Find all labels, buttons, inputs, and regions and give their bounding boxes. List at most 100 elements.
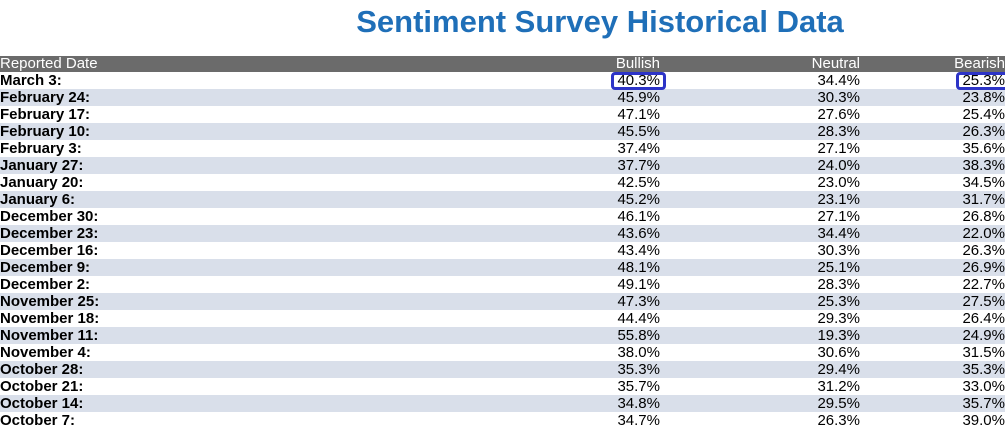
cell-bearish: 35.6% [962, 140, 1005, 157]
table-row: December 9: 48.1% 25.1% 26.9% [0, 259, 1005, 276]
table-row: January 6: 45.2% 23.1% 31.7% [0, 191, 1005, 208]
cell-bearish: 33.0% [962, 378, 1005, 395]
cell-bullish: 37.7% [617, 157, 660, 174]
table-row: February 24: 45.9% 30.3% 23.8% [0, 89, 1005, 106]
cell-bearish: 26.8% [962, 208, 1005, 225]
page-title: Sentiment Survey Historical Data [356, 4, 844, 39]
cell-bullish: 44.4% [617, 310, 660, 327]
cell-bullish: 43.4% [617, 242, 660, 259]
cell-neutral: 27.1% [817, 208, 860, 225]
cell-date: January 20: [0, 174, 84, 191]
cell-date: February 10: [0, 123, 91, 140]
cell-bullish: 47.1% [617, 106, 660, 123]
cell-bullish: 47.3% [617, 293, 660, 310]
cell-neutral: 30.3% [817, 242, 860, 259]
cell-date: December 16: [0, 242, 99, 259]
table-row: March 3: 40.3% 34.4% 25.3% [0, 72, 1005, 90]
table-row: October 14: 34.8% 29.5% 35.7% [0, 395, 1005, 412]
cell-bearish: 35.7% [962, 395, 1005, 412]
table-row: January 27: 37.7% 24.0% 38.3% [0, 157, 1005, 174]
table-row: November 25: 47.3% 25.3% 27.5% [0, 293, 1005, 310]
cell-neutral: 34.4% [817, 225, 860, 242]
table-body: March 3: 40.3% 34.4% 25.3% February 24: 45.9%… [0, 72, 1005, 429]
cell-bullish: 46.1% [617, 208, 660, 225]
cell-date: January 27: [0, 157, 84, 174]
highlighted-value: 40.3% [611, 72, 666, 90]
cell-neutral: 27.6% [817, 106, 860, 123]
cell-date: October 7: [0, 412, 76, 429]
cell-neutral: 19.3% [817, 327, 860, 344]
cell-bearish: 31.5% [962, 344, 1005, 361]
cell-bullish: 34.8% [617, 395, 660, 412]
table-row: October 28: 35.3% 29.4% 35.3% [0, 361, 1005, 378]
cell-neutral: 29.3% [817, 310, 860, 327]
cell-bullish: 48.1% [617, 259, 660, 276]
cell-neutral: 30.3% [817, 89, 860, 106]
table-row: November 11: 55.8% 19.3% 24.9% [0, 327, 1005, 344]
cell-date: November 18: [0, 310, 100, 327]
cell-bearish: 26.3% [962, 242, 1005, 259]
cell-date: December 23: [0, 225, 99, 242]
table-row: December 30: 46.1% 27.1% 26.8% [0, 208, 1005, 225]
cell-neutral: 34.4% [817, 72, 860, 89]
cell-bearish: 26.3% [962, 123, 1005, 140]
header-reported-date: Reported Date [0, 55, 98, 72]
cell-date: October 21: [0, 378, 84, 395]
cell-date: February 3: [0, 140, 82, 157]
table-row: February 3: 37.4% 27.1% 35.6% [0, 140, 1005, 157]
cell-bullish: 45.2% [617, 191, 660, 208]
cell-bullish: 38.0% [617, 344, 660, 361]
cell-bearish: 35.3% [962, 361, 1005, 378]
cell-date: December 2: [0, 276, 91, 293]
table-row: February 17: 47.1% 27.6% 25.4% [0, 106, 1005, 123]
cell-bearish: 22.7% [962, 276, 1005, 293]
sentiment-table: Reported Date Bullish Neutral Bearish Ma… [0, 56, 1005, 429]
cell-date: February 24: [0, 89, 91, 106]
cell-bearish: 39.0% [962, 412, 1005, 429]
cell-neutral: 30.6% [817, 344, 860, 361]
cell-bearish: 25.4% [962, 106, 1005, 123]
cell-date: February 17: [0, 106, 91, 123]
cell-bearish: 25.3% [860, 72, 1005, 90]
cell-neutral: 25.1% [817, 259, 860, 276]
cell-neutral: 27.1% [817, 140, 860, 157]
cell-bearish: 38.3% [962, 157, 1005, 174]
cell-neutral: 31.2% [817, 378, 860, 395]
table-row: November 18: 44.4% 29.3% 26.4% [0, 310, 1005, 327]
cell-neutral: 23.0% [817, 174, 860, 191]
cell-date: November 4: [0, 344, 91, 361]
cell-bearish: 26.9% [962, 259, 1005, 276]
cell-bearish: 26.4% [962, 310, 1005, 327]
table-row: December 23: 43.6% 34.4% 22.0% [0, 225, 1005, 242]
cell-date: December 30: [0, 208, 99, 225]
cell-bullish: 40.3% [340, 72, 666, 90]
cell-date: November 11: [0, 327, 99, 344]
cell-bearish: 22.0% [962, 225, 1005, 242]
cell-date: January 6: [0, 191, 76, 208]
table-header-row: Reported Date Bullish Neutral Bearish [0, 56, 1005, 72]
cell-bullish: 37.4% [617, 140, 660, 157]
cell-bearish: 24.9% [962, 327, 1005, 344]
cell-date: October 28: [0, 361, 84, 378]
cell-neutral: 28.3% [817, 276, 860, 293]
cell-neutral: 29.5% [817, 395, 860, 412]
cell-bullish: 42.5% [617, 174, 660, 191]
cell-neutral: 24.0% [817, 157, 860, 174]
table-row: November 4: 38.0% 30.6% 31.5% [0, 344, 1005, 361]
cell-bearish: 31.7% [962, 191, 1005, 208]
cell-neutral: 23.1% [817, 191, 860, 208]
highlighted-value: 25.3% [956, 72, 1005, 90]
cell-bullish: 45.5% [617, 123, 660, 140]
header-neutral: Neutral [811, 55, 860, 72]
cell-neutral: 26.3% [817, 412, 860, 429]
table-row: December 16: 43.4% 30.3% 26.3% [0, 242, 1005, 259]
cell-bullish: 43.6% [617, 225, 660, 242]
cell-bearish: 34.5% [962, 174, 1005, 191]
cell-neutral: 28.3% [817, 123, 860, 140]
cell-bearish: 27.5% [962, 293, 1005, 310]
cell-bullish: 45.9% [617, 89, 660, 106]
table-row: December 2: 49.1% 28.3% 22.7% [0, 276, 1005, 293]
cell-neutral: 29.4% [817, 361, 860, 378]
cell-bearish: 23.8% [962, 89, 1005, 106]
header-bullish: Bullish [615, 55, 660, 72]
